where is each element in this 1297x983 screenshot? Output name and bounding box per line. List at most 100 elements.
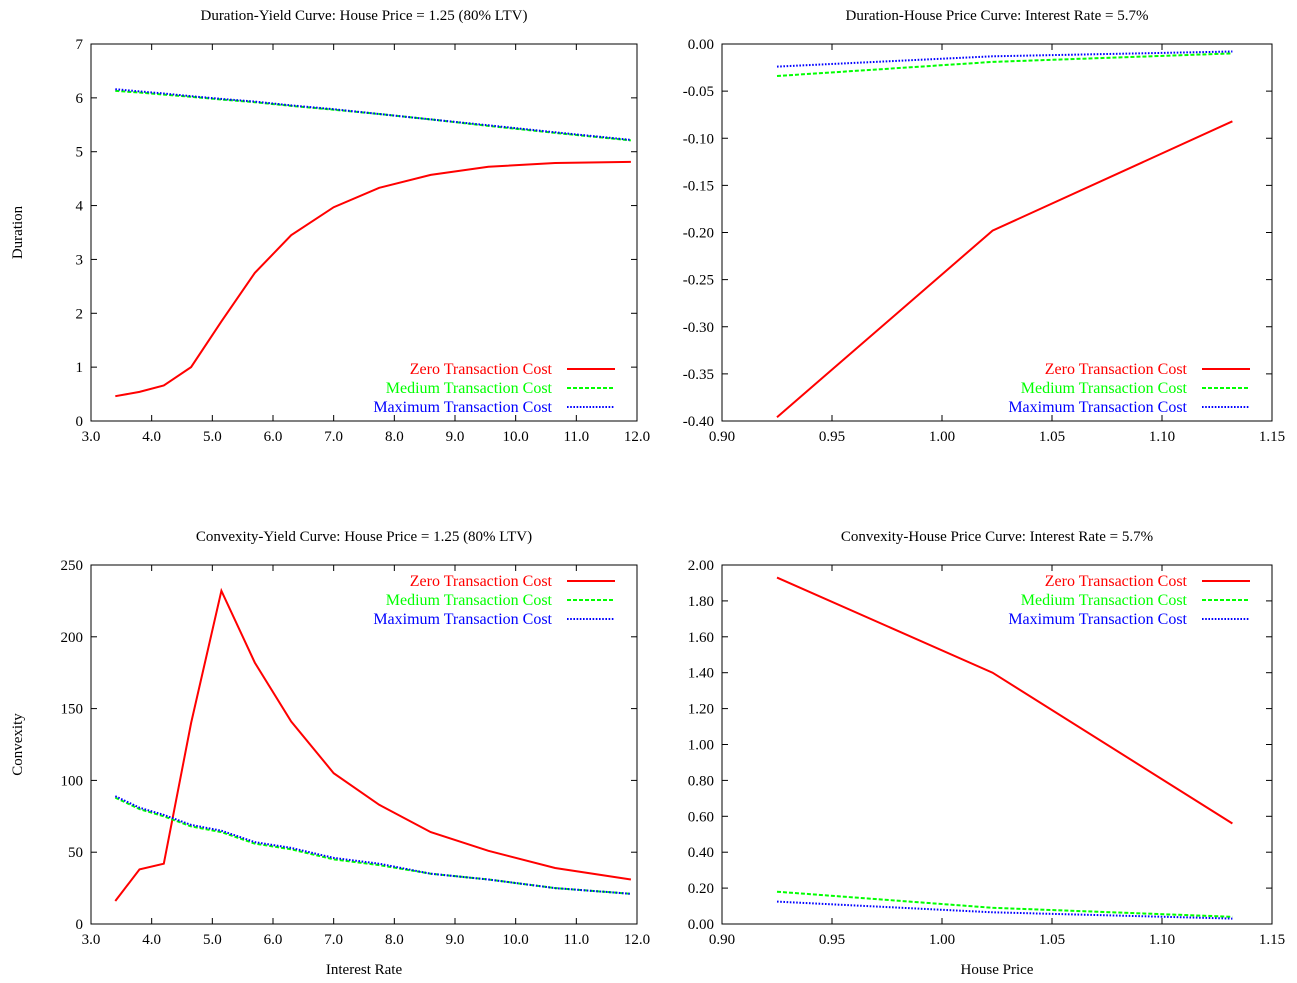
y-tick-label: 1.40 [688,666,714,682]
legend-label: Zero Transaction Cost [410,361,553,378]
y-tick-label: -0.15 [683,178,714,194]
x-axis-label: House Price [961,962,1034,978]
series-line-zero-transaction-cost [776,120,1233,418]
y-tick-label: -0.10 [683,131,714,147]
y-tick-label: 200 [61,630,84,646]
y-tick-label: 2 [76,306,84,322]
x-tick-label: 5.0 [203,429,222,445]
x-tick-label: 4.0 [142,429,161,445]
y-tick-label: -0.25 [683,273,714,289]
y-tick-label: 250 [61,558,84,574]
legend-label: Zero Transaction Cost [1045,361,1188,378]
y-tick-label: 0.20 [688,881,714,897]
x-tick-label: 12.0 [624,429,650,445]
y-tick-label: 3 [76,252,84,268]
x-tick-label: 11.0 [563,932,589,948]
series-line-zero-transaction-cost [114,587,632,902]
x-tick-label: 8.0 [385,429,404,445]
y-tick-label: -0.20 [683,226,714,242]
legend-label: Maximum Transaction Cost [1008,399,1187,416]
y-tick-label: 150 [61,702,84,718]
x-tick-label: 1.00 [929,429,955,445]
y-tick-label: 1.00 [688,738,714,754]
plot-frame [721,43,1273,422]
y-tick-label: 0.00 [688,37,714,53]
x-tick-label: 0.90 [709,932,735,948]
y-tick-label: 2.00 [688,558,714,574]
x-tick-label: 1.00 [929,932,955,948]
y-tick-label: -0.05 [683,84,714,100]
y-axis-label: Convexity [10,713,26,776]
y-tick-label: 0.80 [688,773,714,789]
x-tick-label: 11.0 [563,429,589,445]
series-line-medium-transaction-cost [776,890,1233,918]
y-tick-label: 4 [76,199,84,215]
x-tick-label: 12.0 [624,932,650,948]
x-tick-label: 1.10 [1149,932,1175,948]
y-tick-label: -0.40 [683,414,714,430]
chart-title: Duration-House Price Curve: Interest Rat… [846,8,1149,24]
x-tick-label: 1.05 [1039,932,1065,948]
legend-label: Medium Transaction Cost [386,380,553,397]
x-tick-label: 0.95 [819,429,845,445]
x-tick-label: 10.0 [503,932,529,948]
y-tick-label: 0.40 [688,845,714,861]
x-tick-label: 9.0 [446,429,465,445]
series-line-maximum-transaction-cost [115,88,631,141]
legend-label: Maximum Transaction Cost [373,399,552,416]
chart-1: 3.0 4.0 5.0 6.0 7.0 8.0 9.0 10.0 11.0 12.0 0 1 2 3 4 5 6… [10,8,650,445]
series-line-maximum-transaction-cost [114,795,631,895]
x-tick-label: 3.0 [82,429,101,445]
x-tick-label: 3.0 [82,932,101,948]
y-tick-label: -0.35 [683,367,714,383]
legend-label: Medium Transaction Cost [386,592,553,609]
series-line-maximum-transaction-cost [776,900,1233,920]
x-tick-label: 1.10 [1149,429,1175,445]
x-tick-label: 1.15 [1259,932,1285,948]
x-tick-label: 10.0 [503,429,529,445]
series-line-zero-transaction-cost [115,160,631,398]
plot-frame [90,43,638,422]
series-line-medium-transaction-cost [776,52,1233,77]
x-tick-label: 7.0 [324,932,343,948]
legend-label: Zero Transaction Cost [410,573,553,590]
x-tick-label: 5.0 [203,932,222,948]
x-tick-label: 1.15 [1259,429,1285,445]
y-tick-label: 1.20 [688,702,714,718]
chart-title: Convexity-Yield Curve: House Price = 1.2… [196,529,532,545]
y-tick-label: 50 [68,845,83,861]
x-tick-label: 7.0 [324,429,343,445]
plot-frame [90,564,638,925]
x-tick-label: 6.0 [264,429,283,445]
legend-label: Medium Transaction Cost [1021,380,1188,397]
x-tick-label: 8.0 [385,932,404,948]
x-tick-label: 6.0 [264,932,283,948]
series-line-maximum-transaction-cost [776,50,1233,68]
x-tick-label: 1.05 [1039,429,1065,445]
x-tick-label: 0.90 [709,429,735,445]
chart-title: Duration-Yield Curve: House Price = 1.25… [200,8,527,24]
y-tick-label: 1.60 [688,630,714,646]
y-tick-label: 6 [76,91,84,107]
y-tick-label: 1.80 [688,594,714,610]
plot-frame [721,564,1273,925]
series-line-medium-transaction-cost [115,89,631,142]
legend-label: Maximum Transaction Cost [1008,611,1187,628]
series-line-zero-transaction-cost [776,576,1233,825]
chart-2: 0.90 0.95 1.00 1.05 1.10 1.15 -0.40 -0.35 -0.30 -… [683,8,1285,445]
x-tick-label: 4.0 [142,932,161,948]
y-tick-label: 0.00 [688,917,714,933]
chart-3: 3.0 4.0 5.0 6.0 7.0 8.0 9.0 10.0 11.0 12.0 0 50 100 1… [10,529,650,978]
y-tick-label: 0.60 [688,809,714,825]
legend-label: Medium Transaction Cost [1021,592,1188,609]
x-axis-label: Interest Rate [326,962,403,978]
y-tick-label: 7 [76,37,84,53]
legend-label: Zero Transaction Cost [1045,573,1188,590]
chart-4: 0.90 0.95 1.00 1.05 1.10 1.15 0.00 0.20 0.40 0.60… [688,529,1285,978]
chart-title: Convexity-House Price Curve: Interest Ra… [841,529,1153,545]
y-tick-label: 0 [76,917,84,933]
x-tick-label: 0.95 [819,932,845,948]
y-tick-label: 100 [61,773,84,789]
y-tick-label: 1 [76,360,84,376]
